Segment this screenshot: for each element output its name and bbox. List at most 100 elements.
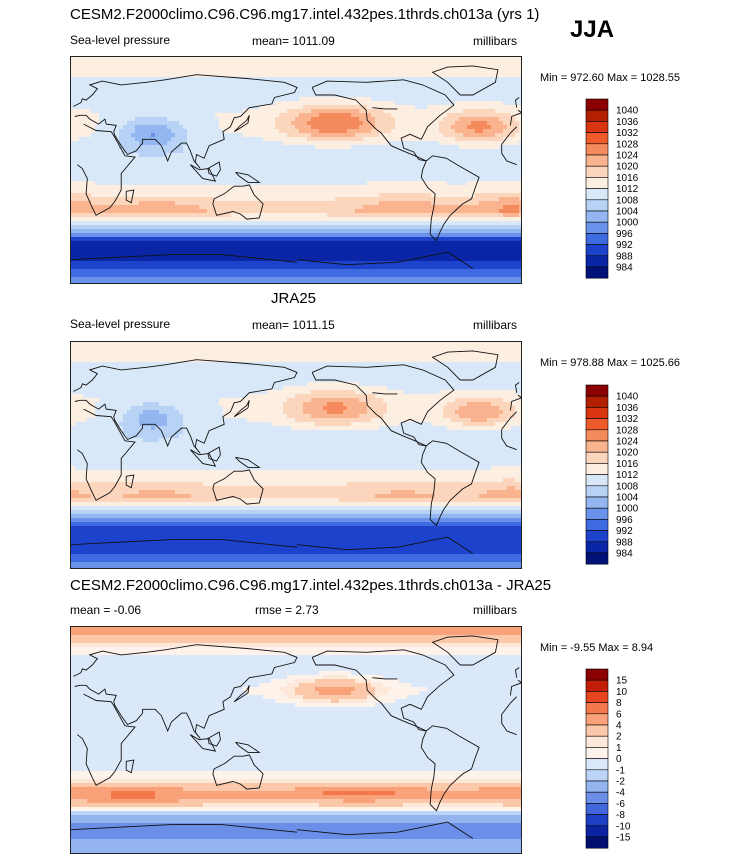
colorbar-tick-label: 992 [616, 526, 633, 537]
colorbar-tick-label: 1024 [616, 151, 639, 162]
colorbar-swatch [585, 735, 609, 748]
panel-obs-title: JRA25 [271, 290, 317, 307]
colorbar-swatch [585, 507, 609, 520]
colorbar-tick-label: 1008 [616, 195, 639, 206]
colorbar-swatch [585, 244, 609, 257]
panel-model-colorbar: 1040 1036 1032 1028 1024 1020 1016 1012 1008 1004… [585, 98, 686, 279]
colorbar-swatch [585, 758, 609, 771]
colorbar-swatch [585, 255, 609, 268]
panel-obs-minmax: Min = 978.88 Max = 1025.66 [540, 357, 681, 369]
colorbar-tick-label: -15 [616, 833, 631, 844]
colorbar-tick-label: 1040 [616, 392, 639, 403]
colorbar-tick-label: 8 [616, 698, 622, 709]
colorbar-swatch [585, 791, 609, 804]
colorbar-tick-label: 1032 [616, 414, 639, 425]
colorbar-swatch [585, 188, 609, 201]
colorbar-swatch [585, 210, 609, 223]
colorbar-swatch [585, 552, 609, 565]
colorbar-swatch [585, 724, 609, 737]
colorbar-tick-label: 1016 [616, 173, 639, 184]
colorbar-swatch [585, 803, 609, 815]
colorbar-tick-label: 1000 [616, 218, 639, 229]
colorbar-swatch [585, 177, 609, 189]
colorbar-swatch [585, 384, 609, 397]
panel-model-minmax: Min = 972.60 Max = 1028.55 [540, 72, 681, 84]
colorbar-swatch [585, 266, 609, 279]
panel-model-units: millibars [473, 34, 518, 48]
colorbar-tick-label: 4 [616, 721, 622, 732]
colorbar-tick-label: -4 [616, 788, 625, 799]
colorbar-swatch [585, 98, 609, 111]
panel-model-title: CESM2.F2000climo.C96.C96.mg17.intel.432p… [70, 6, 540, 23]
colorbar-swatch [585, 154, 609, 167]
colorbar-swatch [585, 836, 609, 849]
colorbar-tick-label: 996 [616, 515, 633, 526]
colorbar-swatch [585, 780, 609, 793]
colorbar-tick-label: 1016 [616, 459, 639, 470]
field-cells [71, 342, 521, 568]
colorbar-swatch [585, 463, 609, 475]
colorbar-tick-label: 1 [616, 743, 622, 754]
colorbar-tick-label: 1020 [616, 162, 639, 173]
panel-diff-rmse: rmse = 2.73 [255, 603, 319, 617]
panel-model-map [70, 56, 522, 284]
season-label: JJA [570, 16, 615, 43]
colorbar-tick-label: 1008 [616, 481, 639, 492]
colorbar-swatch [585, 668, 609, 681]
colorbar-swatch [585, 519, 609, 531]
colorbar-tick-label: 992 [616, 240, 633, 251]
colorbar-tick-label: -10 [616, 821, 631, 832]
colorbar-tick-label: 1036 [616, 117, 639, 128]
colorbar-swatch [585, 233, 609, 245]
panel-obs-variable: Sea-level pressure [70, 317, 171, 331]
colorbar-tick-label: 1020 [616, 448, 639, 459]
colorbar-tick-label: -1 [616, 765, 625, 776]
colorbar-swatch [585, 702, 609, 715]
colorbar-tick-label: 1036 [616, 403, 639, 414]
colorbar-swatch [585, 418, 609, 431]
colorbar-swatch [585, 496, 609, 509]
colorbar-swatch [585, 474, 609, 487]
colorbar-swatch [585, 132, 609, 145]
panel-diff-map [70, 626, 522, 854]
coastlines [71, 350, 521, 554]
colorbar-swatch [585, 165, 609, 178]
coastlines [71, 65, 521, 269]
colorbar-swatch [585, 451, 609, 464]
colorbar-tick-label: 1032 [616, 128, 639, 139]
panel-model-map-svg [71, 57, 521, 283]
panel-model-variable: Sea-level pressure [70, 33, 171, 47]
colorbar-swatch [585, 485, 609, 498]
colorbar-tick-label: 1000 [616, 504, 639, 515]
panel-diff-colorbar: 15 10 8 6 4 2 1 0 -1 -2 -4 -6 -8 -10 -15 [585, 668, 686, 849]
panel-obs-colorbar: 1040 1036 1032 1028 1024 1020 1016 1012 1008 1004… [585, 384, 686, 565]
field-cells [71, 57, 521, 283]
panel-obs-map [70, 341, 522, 569]
colorbar-swatch [585, 691, 609, 703]
colorbar-tick-label: 1012 [616, 184, 639, 195]
colorbar-tick-label: 15 [616, 676, 628, 687]
panel-obs-units: millibars [473, 318, 518, 332]
panel-diff-units: millibars [473, 603, 518, 617]
colorbar-tick-label: 1004 [616, 493, 639, 504]
colorbar-swatch [585, 199, 609, 212]
colorbar-tick-label: 996 [616, 229, 633, 240]
colorbar-swatch [585, 429, 609, 442]
colorbar-tick-label: 10 [616, 687, 628, 698]
colorbar-tick-label: 988 [616, 537, 633, 548]
colorbar-swatch [585, 541, 609, 554]
colorbar-tick-label: 6 [616, 709, 622, 720]
panel-diff-minmax: Min = -9.55 Max = 8.94 [540, 642, 654, 654]
colorbar-swatch [585, 713, 609, 726]
colorbar-swatch [585, 143, 609, 156]
colorbar-swatch [585, 395, 609, 408]
panel-diff-title: CESM2.F2000climo.C96.C96.mg17.intel.432p… [70, 577, 552, 594]
colorbar-swatch [585, 747, 609, 759]
colorbar-swatch [585, 407, 609, 419]
colorbar-swatch [585, 825, 609, 838]
colorbar-swatch [585, 679, 609, 692]
colorbar-swatch [585, 221, 609, 234]
colorbar-swatch [585, 814, 609, 827]
field-cells [71, 627, 521, 853]
colorbar-tick-label: 0 [616, 754, 622, 765]
